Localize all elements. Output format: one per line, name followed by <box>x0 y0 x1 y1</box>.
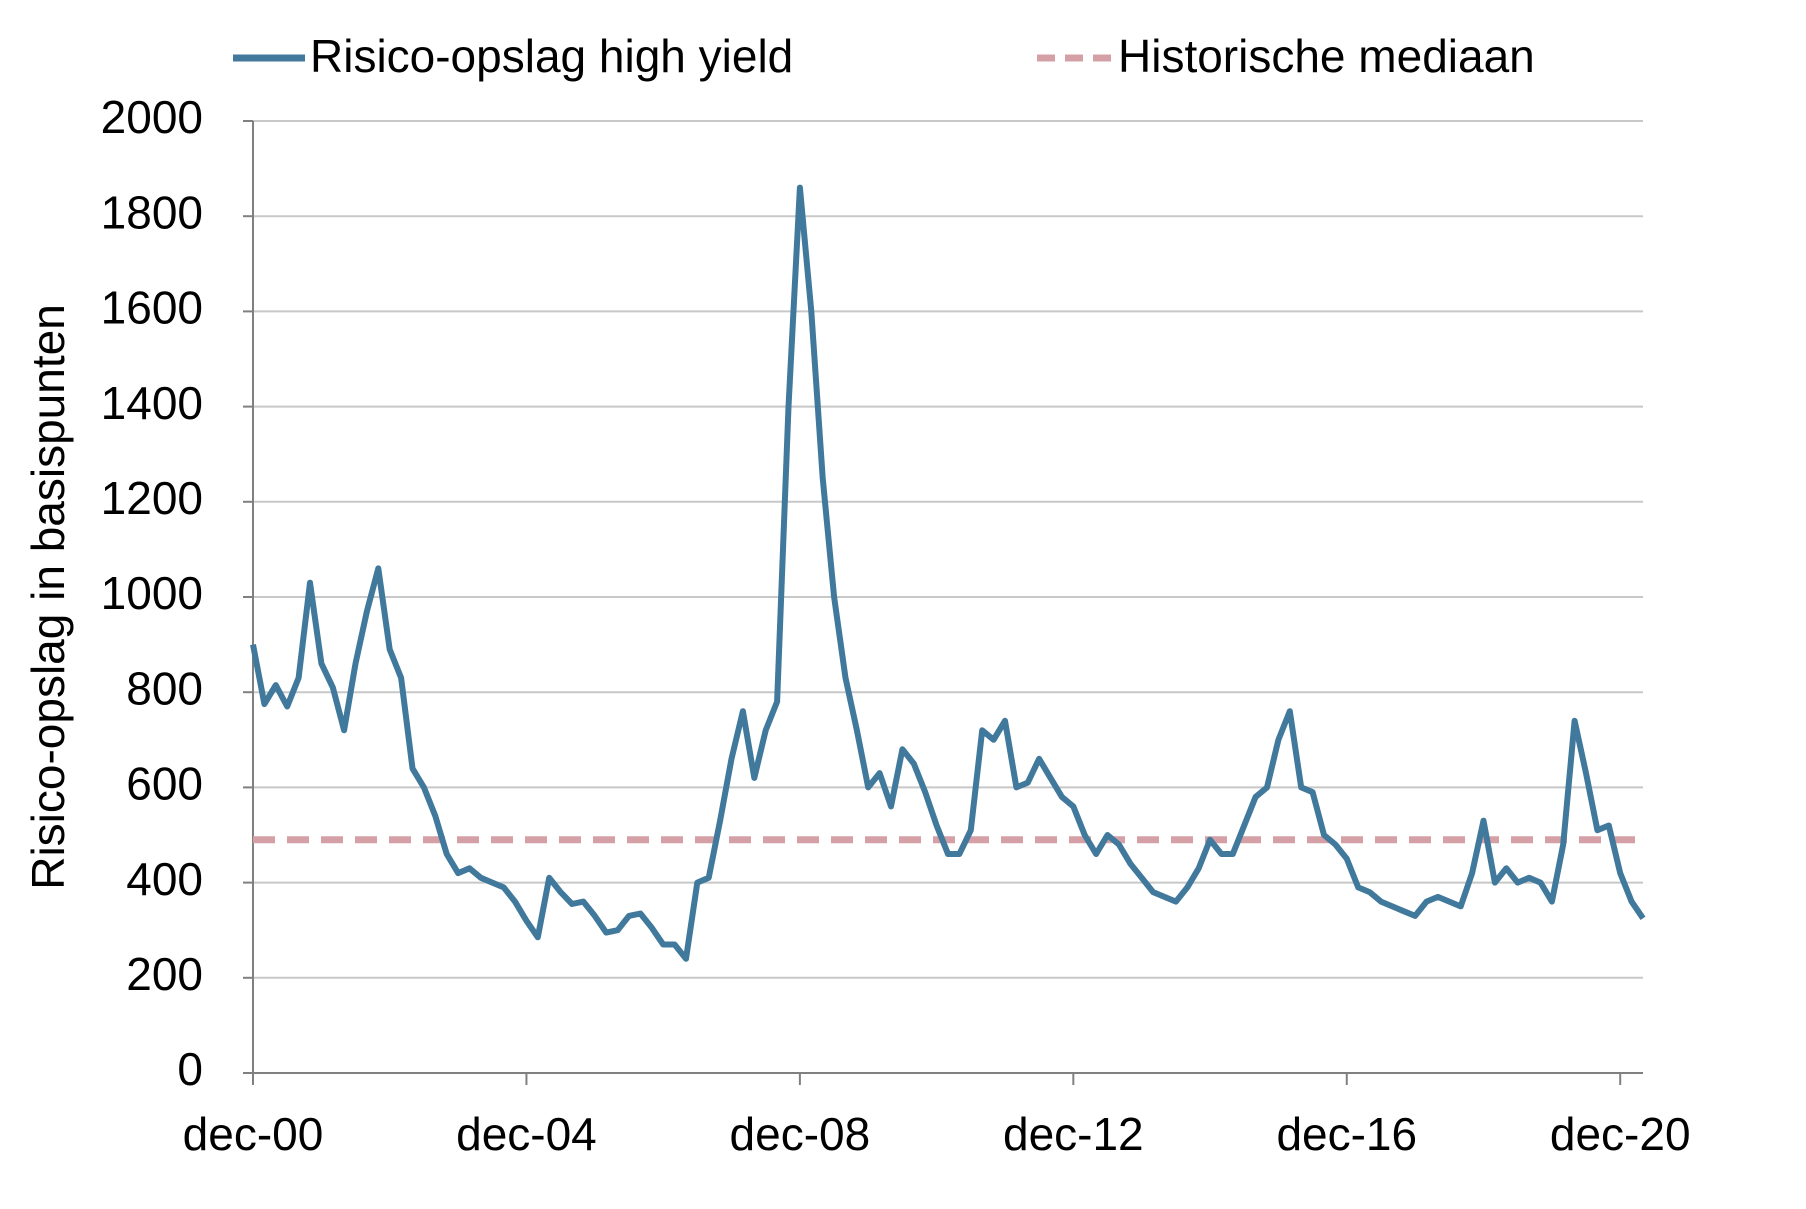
y-tick-label: 1200 <box>101 472 203 524</box>
y-tick-label: 200 <box>126 948 203 1000</box>
y-tick-label: 400 <box>126 853 203 905</box>
y-axis-label: Risico-opslag in basispunten <box>22 304 74 890</box>
y-tick-label: 600 <box>126 758 203 810</box>
y-tick-label: 0 <box>177 1043 203 1095</box>
y-tick-label: 1400 <box>101 377 203 429</box>
x-tick-label: dec-00 <box>183 1108 324 1160</box>
y-tick-label: 1600 <box>101 282 203 334</box>
data-line <box>250 184 1646 962</box>
y-tick-label: 2000 <box>101 91 203 143</box>
legend-label: Historische mediaan <box>1118 30 1535 82</box>
x-tick-label: dec-20 <box>1550 1108 1691 1160</box>
y-tick-label: 800 <box>126 662 203 714</box>
y-tick-label: 1000 <box>101 567 203 619</box>
y-tick-label: 1800 <box>101 186 203 238</box>
x-tick-label: dec-16 <box>1276 1108 1417 1160</box>
legend-label: Risico-opslag high yield <box>310 30 793 82</box>
x-tick-label: dec-12 <box>1003 1108 1144 1160</box>
x-tick-label: dec-08 <box>730 1108 871 1160</box>
x-tick-label: dec-04 <box>456 1108 597 1160</box>
